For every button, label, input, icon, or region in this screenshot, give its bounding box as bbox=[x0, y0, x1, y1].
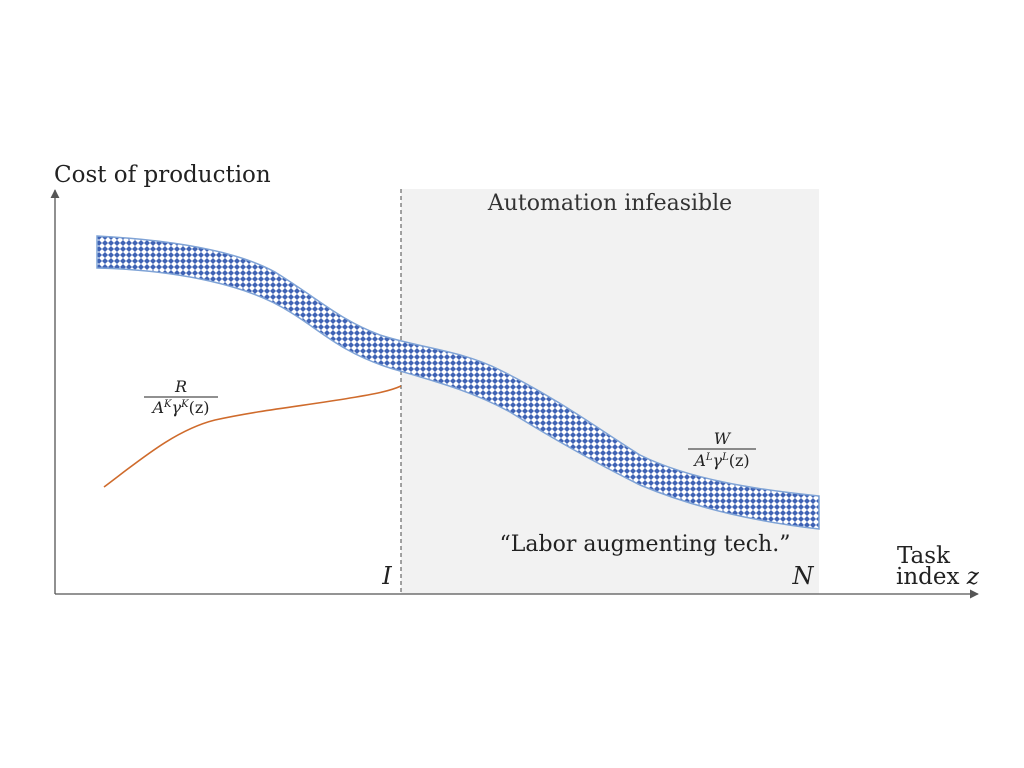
labor-cost-numerator: W bbox=[714, 429, 732, 448]
labor-cost-label: W ALγL(z) bbox=[688, 429, 756, 470]
automation-infeasible-label: Automation infeasible bbox=[487, 191, 732, 216]
capital-cost-numerator: R bbox=[174, 377, 187, 396]
x-axis-label-line1: Task bbox=[897, 543, 951, 569]
labor-cost-band bbox=[96, 235, 820, 530]
capital-cost-curve bbox=[103, 385, 402, 488]
marker-N: N bbox=[792, 562, 815, 590]
capital-cost-label: R AKγK(z) bbox=[144, 377, 218, 417]
x-axis-label-index: index bbox=[896, 564, 967, 590]
marker-I: I bbox=[381, 562, 392, 590]
labor-cost-denominator: ALγL(z) bbox=[692, 451, 749, 470]
capital-cost-denominator: AKγK(z) bbox=[150, 398, 209, 417]
labor-augmenting-annotation: “Labor augmenting tech.” bbox=[500, 532, 791, 557]
x-axis-label-line2: index z bbox=[896, 564, 980, 590]
y-axis-label: Cost of production bbox=[54, 162, 271, 188]
x-axis-label-z: z bbox=[966, 564, 980, 590]
